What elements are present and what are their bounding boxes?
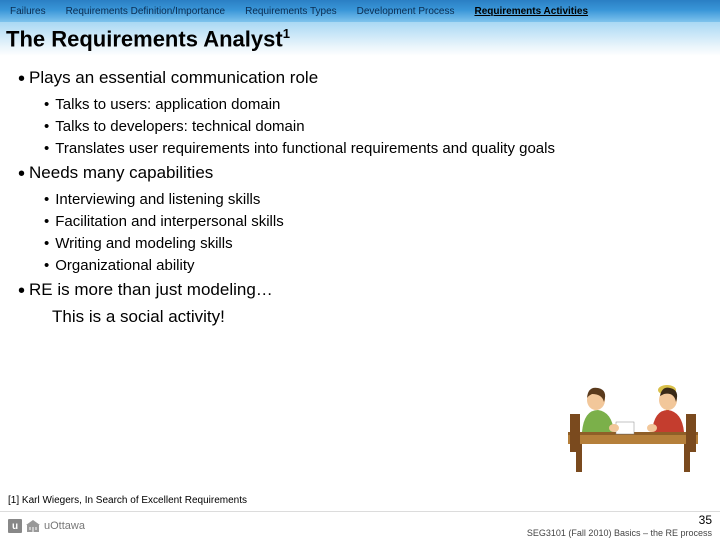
bullet-text: RE is more than just modeling… [29, 280, 273, 299]
reference-footnote: [1] Karl Wiegers, In Search of Excellent… [8, 495, 247, 506]
logo-u-icon: u [8, 519, 22, 533]
title-strip: The Requirements Analyst1 [0, 22, 720, 56]
bullet-text: Translates user requirements into functi… [55, 140, 555, 157]
bullet-text: Interviewing and listening skills [55, 191, 260, 208]
slide-title: The Requirements Analyst1 [6, 26, 290, 52]
bullet-text: Writing and modeling skills [55, 235, 232, 252]
bullet-text: Plays an essential communication role [29, 68, 318, 87]
bullet-l2: •Writing and modeling skills [44, 235, 702, 252]
nav-item-types[interactable]: Requirements Types [235, 6, 347, 17]
bullet-l1: •RE is more than just modeling… [18, 280, 702, 303]
nav-item-process[interactable]: Development Process [347, 6, 465, 17]
bullet-l1: •Plays an essential communication role [18, 68, 702, 91]
nav-item-activities[interactable]: Requirements Activities [464, 6, 598, 17]
title-text: The Requirements Analyst [6, 26, 283, 51]
bullet-text: Facilitation and interpersonal skills [55, 213, 283, 230]
page-number: 35 [527, 514, 712, 528]
bullet-l2: •Translates user requirements into funct… [44, 140, 702, 157]
footer-right: 35 SEG3101 (Fall 2010) Basics – the RE p… [527, 514, 712, 538]
nav-item-failures[interactable]: Failures [0, 6, 56, 17]
bullet-text: Organizational ability [55, 257, 194, 274]
content-area: •Plays an essential communication role •… [0, 56, 720, 327]
nav-bar: Failures Requirements Definition/Importa… [0, 0, 720, 22]
footer: u uOttawa 35 SEG3101 (Fall 2010) Basics … [0, 511, 720, 540]
course-label: SEG3101 (Fall 2010) Basics – the RE proc… [527, 528, 712, 538]
bullet-l2: •Talks to developers: technical domain [44, 118, 702, 135]
bullet-l2: •Interviewing and listening skills [44, 191, 702, 208]
emphasis-line: This is a social activity! [52, 307, 702, 327]
bullet-text: Talks to users: application domain [55, 96, 280, 113]
bullet-text: Talks to developers: technical domain [55, 118, 304, 135]
bullet-text: Needs many capabilities [29, 163, 213, 182]
bullet-l1: •Needs many capabilities [18, 163, 702, 186]
bullet-l2: •Talks to users: application domain [44, 96, 702, 113]
title-sup: 1 [283, 26, 290, 41]
meeting-illustration-icon [568, 374, 698, 474]
bullet-l2: •Facilitation and interpersonal skills [44, 213, 702, 230]
university-logo: u uOttawa [8, 519, 85, 533]
bullet-l2: •Organizational ability [44, 257, 702, 274]
nav-item-definition[interactable]: Requirements Definition/Importance [56, 6, 236, 17]
logo-text: uOttawa [44, 520, 85, 532]
logo-building-icon [26, 519, 40, 533]
